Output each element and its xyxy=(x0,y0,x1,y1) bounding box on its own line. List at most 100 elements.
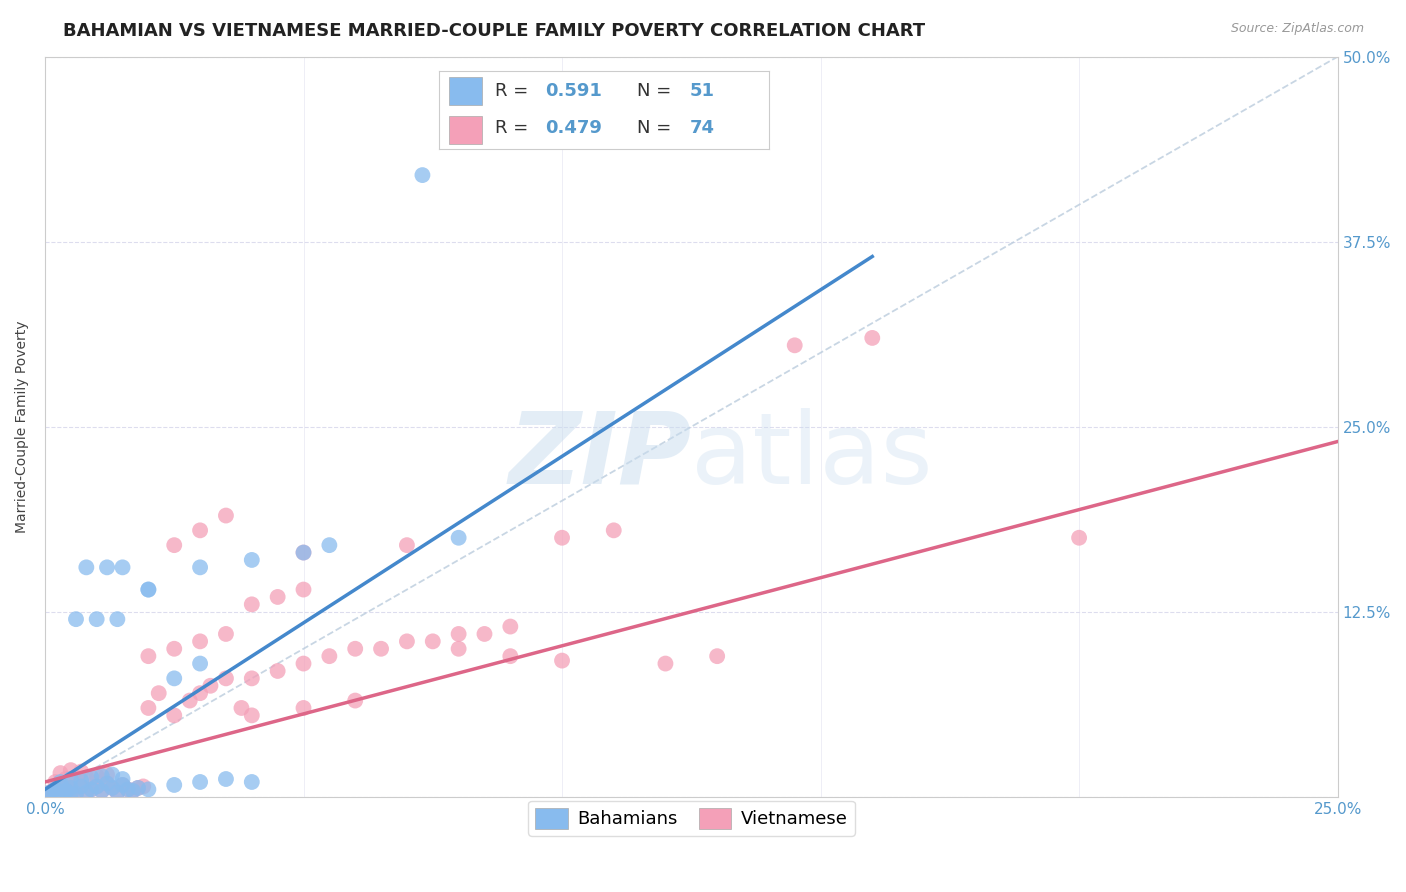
Point xyxy=(44,782,66,797)
Point xyxy=(127,780,149,795)
Point xyxy=(96,776,118,790)
Point xyxy=(551,531,574,545)
Point xyxy=(55,784,77,798)
Point xyxy=(411,168,433,182)
Point xyxy=(370,641,392,656)
Point xyxy=(474,627,496,641)
Point xyxy=(318,538,340,552)
Point xyxy=(215,672,238,686)
Point xyxy=(163,641,186,656)
Point xyxy=(80,782,103,797)
Point xyxy=(215,627,238,641)
Point xyxy=(240,553,263,567)
Point xyxy=(86,612,108,626)
Legend: Bahamians, Vietnamese: Bahamians, Vietnamese xyxy=(529,800,855,836)
Point xyxy=(65,787,87,801)
Point xyxy=(551,654,574,668)
Point xyxy=(395,538,418,552)
Point xyxy=(105,785,128,799)
Point xyxy=(163,708,186,723)
Point xyxy=(75,785,97,799)
Point xyxy=(55,772,77,786)
Point xyxy=(163,778,186,792)
Point xyxy=(117,782,139,797)
Point xyxy=(105,612,128,626)
Point xyxy=(117,782,139,797)
Point xyxy=(447,627,470,641)
Text: BAHAMIAN VS VIETNAMESE MARRIED-COUPLE FAMILY POVERTY CORRELATION CHART: BAHAMIAN VS VIETNAMESE MARRIED-COUPLE FA… xyxy=(63,22,925,40)
Point xyxy=(70,780,93,794)
Point xyxy=(49,766,72,780)
Point xyxy=(240,775,263,789)
Point xyxy=(138,701,160,715)
Point xyxy=(188,634,211,648)
Point xyxy=(96,767,118,781)
Point xyxy=(344,693,367,707)
Point xyxy=(44,782,66,797)
Point xyxy=(1069,531,1091,545)
Point xyxy=(499,649,522,664)
Point xyxy=(49,778,72,792)
Point xyxy=(188,686,211,700)
Point xyxy=(59,780,82,795)
Point xyxy=(292,701,315,715)
Point xyxy=(292,545,315,559)
Point xyxy=(138,649,160,664)
Point xyxy=(49,775,72,789)
Point xyxy=(55,784,77,798)
Point xyxy=(101,780,124,795)
Point xyxy=(783,338,806,352)
Point xyxy=(603,524,626,538)
Point xyxy=(39,785,62,799)
Point xyxy=(65,773,87,788)
Point xyxy=(59,780,82,795)
Y-axis label: Married-Couple Family Poverty: Married-Couple Family Poverty xyxy=(15,320,30,533)
Point xyxy=(105,785,128,799)
Point xyxy=(59,772,82,786)
Point xyxy=(59,789,82,803)
Point xyxy=(499,619,522,633)
Point xyxy=(101,767,124,781)
Point xyxy=(215,508,238,523)
Point xyxy=(65,612,87,626)
Point xyxy=(101,780,124,795)
Text: Source: ZipAtlas.com: Source: ZipAtlas.com xyxy=(1230,22,1364,36)
Point xyxy=(318,649,340,664)
Point xyxy=(860,331,883,345)
Point xyxy=(65,787,87,801)
Point xyxy=(240,708,263,723)
Point xyxy=(240,598,263,612)
Point xyxy=(188,657,211,671)
Point xyxy=(395,634,418,648)
Point xyxy=(96,776,118,790)
Point xyxy=(132,780,155,794)
Point xyxy=(86,769,108,783)
Point xyxy=(188,524,211,538)
Point xyxy=(44,785,66,799)
Point xyxy=(138,782,160,797)
Point xyxy=(292,545,315,559)
Point xyxy=(188,775,211,789)
Point xyxy=(111,778,134,792)
Point xyxy=(111,778,134,792)
Point xyxy=(70,764,93,779)
Point xyxy=(96,560,118,574)
Point xyxy=(422,634,444,648)
Point xyxy=(266,590,288,604)
Point xyxy=(111,772,134,786)
Point xyxy=(39,787,62,801)
Point xyxy=(86,780,108,794)
Point xyxy=(122,784,145,798)
Point xyxy=(447,641,470,656)
Point xyxy=(70,773,93,788)
Point xyxy=(90,769,112,783)
Point xyxy=(292,582,315,597)
Point xyxy=(447,531,470,545)
Point xyxy=(266,664,288,678)
Text: atlas: atlas xyxy=(692,408,934,505)
Point xyxy=(75,785,97,799)
Point xyxy=(111,560,134,574)
Point xyxy=(127,780,149,795)
Text: ZIP: ZIP xyxy=(509,408,692,505)
Point xyxy=(90,784,112,798)
